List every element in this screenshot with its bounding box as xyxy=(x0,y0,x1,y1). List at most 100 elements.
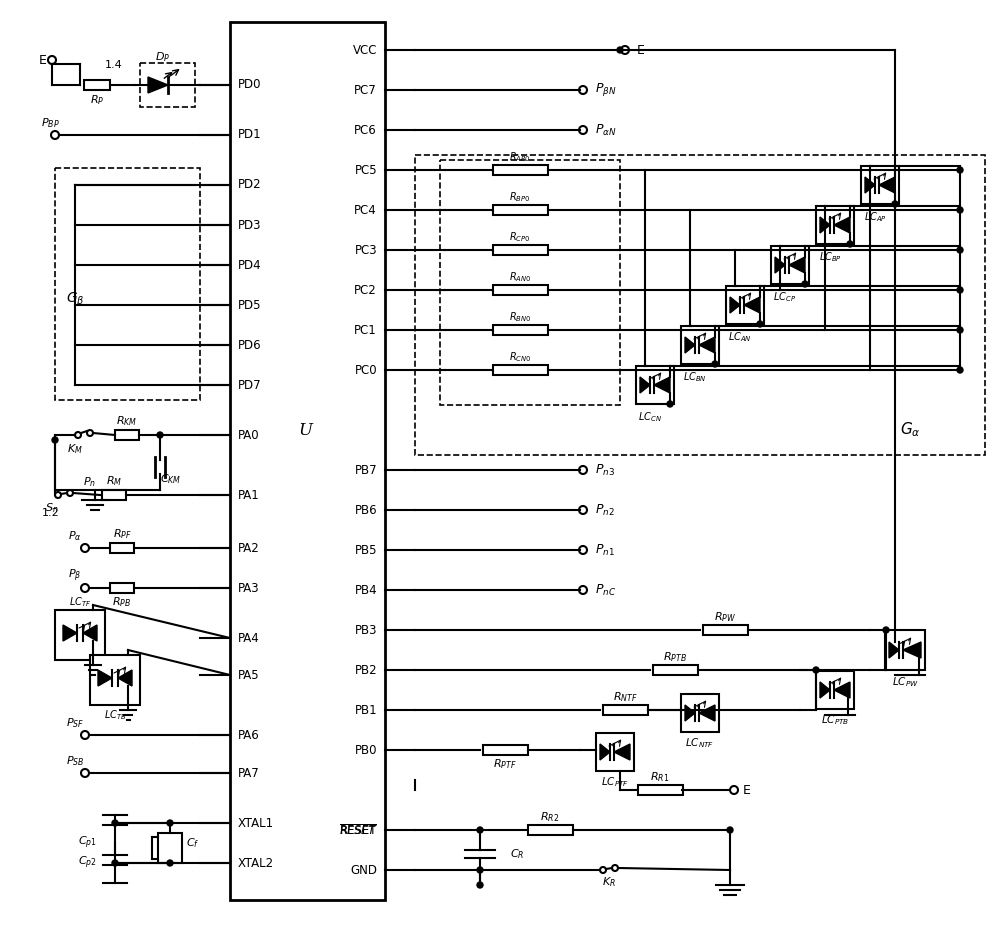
Text: E: E xyxy=(39,54,47,66)
Text: PC1: PC1 xyxy=(354,324,377,337)
Polygon shape xyxy=(903,642,921,658)
Text: $K_R$: $K_R$ xyxy=(602,875,616,889)
Polygon shape xyxy=(148,77,168,93)
Bar xyxy=(816,206,854,244)
Text: $LC_{CP}$: $LC_{CP}$ xyxy=(773,290,797,304)
Text: PB4: PB4 xyxy=(354,584,377,597)
Bar xyxy=(681,694,719,732)
Text: PD1: PD1 xyxy=(238,129,262,142)
Circle shape xyxy=(477,882,483,888)
Text: $LC_{NTF}$: $LC_{NTF}$ xyxy=(685,736,715,750)
Polygon shape xyxy=(600,744,610,760)
Text: $LC_{PTB}$: $LC_{PTB}$ xyxy=(821,713,849,727)
Bar xyxy=(528,825,572,835)
Text: PA4: PA4 xyxy=(238,632,260,644)
Text: E: E xyxy=(637,44,645,57)
Text: PD4: PD4 xyxy=(238,258,262,272)
Text: $R_{PB}$: $R_{PB}$ xyxy=(112,595,132,609)
Polygon shape xyxy=(730,297,740,313)
Text: PB1: PB1 xyxy=(354,704,377,716)
Polygon shape xyxy=(879,177,895,193)
Text: PB6: PB6 xyxy=(354,503,377,517)
Circle shape xyxy=(167,860,173,866)
Circle shape xyxy=(667,401,673,407)
Bar xyxy=(652,665,698,675)
Text: PA3: PA3 xyxy=(238,582,260,594)
Text: $P_{SB}$: $P_{SB}$ xyxy=(66,754,84,768)
Circle shape xyxy=(957,167,963,173)
Polygon shape xyxy=(614,744,630,760)
Text: $P_{n2}$: $P_{n2}$ xyxy=(595,502,615,517)
Bar xyxy=(492,165,548,175)
Circle shape xyxy=(112,860,118,866)
Text: $R_{PTF}$: $R_{PTF}$ xyxy=(493,757,517,771)
Bar xyxy=(158,833,182,863)
Text: 1.2: 1.2 xyxy=(42,508,60,518)
Text: XTAL2: XTAL2 xyxy=(238,856,274,869)
Bar xyxy=(816,671,854,709)
Polygon shape xyxy=(775,257,785,273)
Polygon shape xyxy=(685,705,695,721)
Polygon shape xyxy=(118,670,132,686)
Text: $D_P$: $D_P$ xyxy=(155,50,171,64)
Bar xyxy=(482,745,528,755)
Text: PB2: PB2 xyxy=(354,663,377,676)
Text: $R_{R2}$: $R_{R2}$ xyxy=(540,810,560,824)
Circle shape xyxy=(847,241,853,247)
Circle shape xyxy=(757,321,763,327)
Circle shape xyxy=(477,827,483,833)
Text: $C_{p2}$: $C_{p2}$ xyxy=(78,855,97,871)
Polygon shape xyxy=(744,297,760,313)
Text: PC2: PC2 xyxy=(354,284,377,296)
Circle shape xyxy=(957,367,963,373)
Text: $LC_{PTF}$: $LC_{PTF}$ xyxy=(601,775,629,789)
Bar xyxy=(492,285,548,295)
Text: PA2: PA2 xyxy=(238,541,260,554)
Text: PB5: PB5 xyxy=(354,544,377,556)
Text: RESET: RESET xyxy=(340,824,377,836)
Text: U: U xyxy=(298,422,312,439)
Circle shape xyxy=(157,432,163,438)
Text: $LC_{AN}$: $LC_{AN}$ xyxy=(728,330,752,344)
Bar xyxy=(230,22,385,900)
Text: $LC_{BN}$: $LC_{BN}$ xyxy=(683,370,707,384)
Text: PC5: PC5 xyxy=(354,164,377,177)
Text: PC6: PC6 xyxy=(354,124,377,136)
Text: $P_{nC}$: $P_{nC}$ xyxy=(595,583,616,598)
Bar xyxy=(771,246,809,284)
Text: PB7: PB7 xyxy=(354,464,377,477)
Text: $\overline{RESET}$: $\overline{RESET}$ xyxy=(339,823,377,837)
Text: PC4: PC4 xyxy=(354,203,377,217)
Text: PA1: PA1 xyxy=(238,488,260,501)
Text: PA0: PA0 xyxy=(238,429,260,442)
Text: $LC_{CN}$: $LC_{CN}$ xyxy=(638,411,662,424)
Text: $C_R$: $C_R$ xyxy=(510,847,524,861)
Bar xyxy=(681,326,719,364)
Text: $LC_{TF}$: $LC_{TF}$ xyxy=(69,595,91,609)
Bar xyxy=(602,705,648,715)
Text: $LC_{AP}$: $LC_{AP}$ xyxy=(864,210,886,224)
Bar xyxy=(636,366,674,404)
Bar xyxy=(861,166,899,204)
Text: PB0: PB0 xyxy=(354,744,377,757)
Polygon shape xyxy=(83,625,97,641)
Text: PB3: PB3 xyxy=(354,623,377,637)
Text: PD7: PD7 xyxy=(238,378,262,392)
Bar xyxy=(492,325,548,335)
Circle shape xyxy=(892,201,898,207)
Bar xyxy=(702,625,748,635)
Text: $G_{\alpha}$: $G_{\alpha}$ xyxy=(900,421,920,439)
Text: $K_M$: $K_M$ xyxy=(67,442,83,456)
Text: PA6: PA6 xyxy=(238,728,260,742)
Bar xyxy=(55,168,200,400)
Text: $R_{BN0}$: $R_{BN0}$ xyxy=(509,310,531,324)
Bar xyxy=(885,630,925,670)
Text: $P_{\beta}$: $P_{\beta}$ xyxy=(68,568,82,585)
Bar xyxy=(415,155,985,455)
Text: $P_{\beta N}$: $P_{\beta N}$ xyxy=(595,81,616,98)
Text: PA5: PA5 xyxy=(238,669,260,681)
Text: $C_f$: $C_f$ xyxy=(186,836,199,850)
Text: $P_{\alpha}$: $P_{\alpha}$ xyxy=(68,529,82,543)
Text: PC7: PC7 xyxy=(354,83,377,96)
Text: PC0: PC0 xyxy=(354,363,377,377)
